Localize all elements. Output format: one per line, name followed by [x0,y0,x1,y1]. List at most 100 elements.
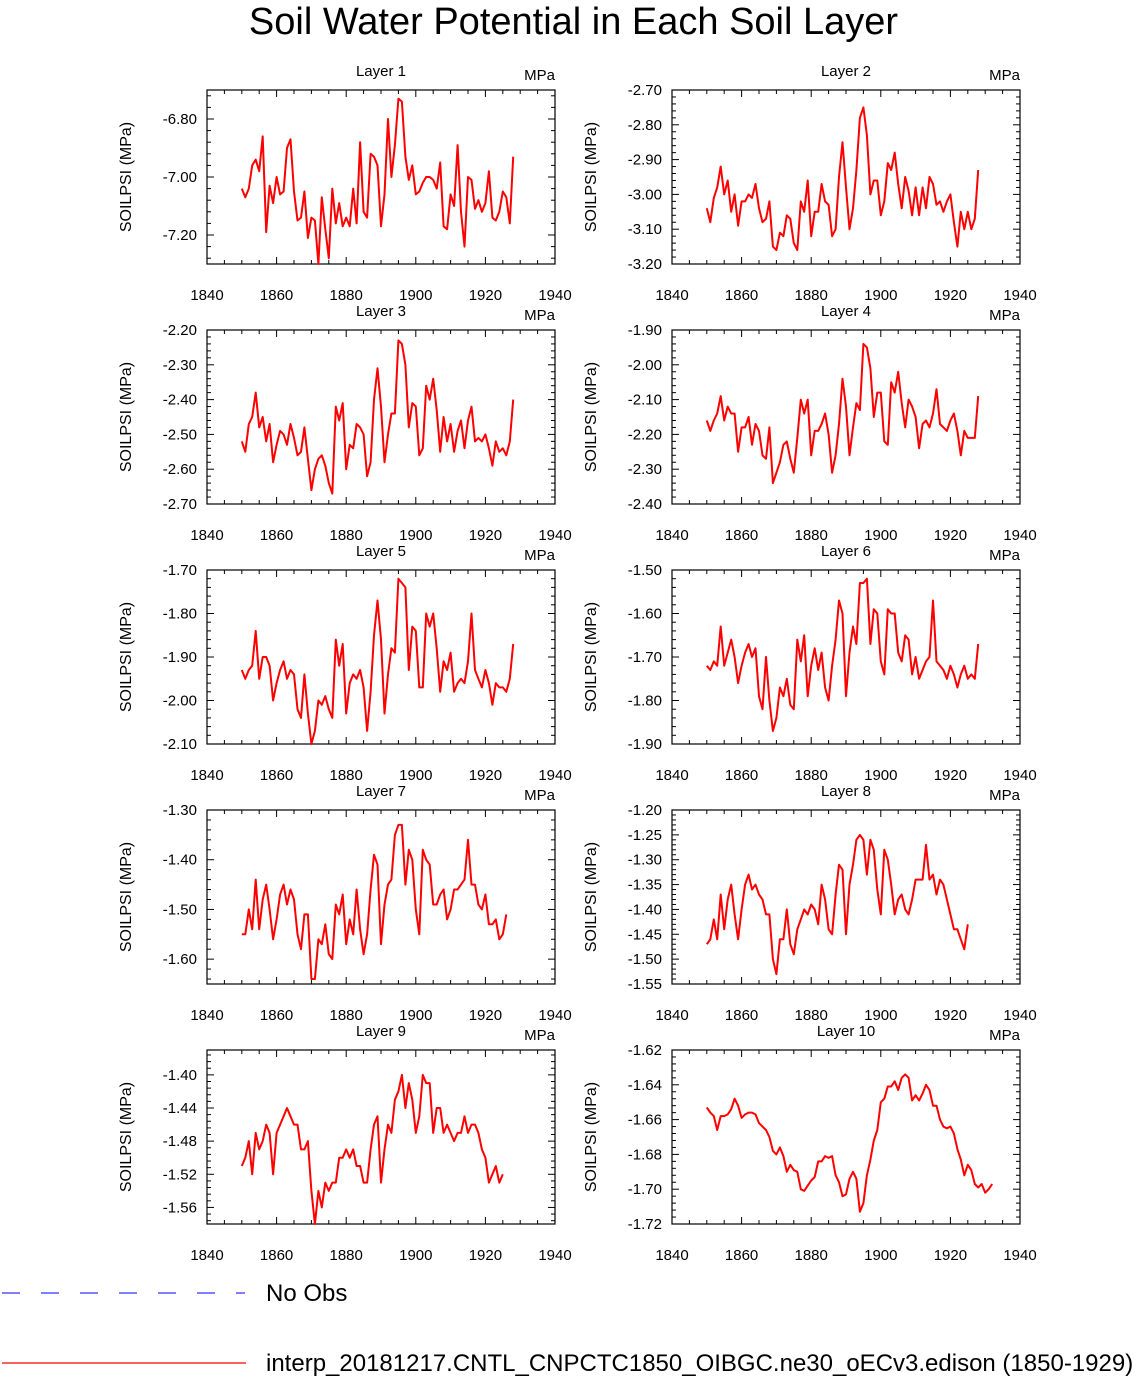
x-tick-label: 1900 [399,1247,432,1264]
x-tick-label: 1900 [864,1247,897,1264]
panel-title: Layer 8 [821,783,871,800]
y-axis-label: SOILPSI (MPa) [583,1082,600,1192]
y-tick-label: -2.50 [163,426,197,443]
y-tick-label: -3.00 [628,186,662,203]
x-tick-label: 1920 [469,1007,502,1024]
y-tick-label: -1.25 [628,827,662,844]
y-tick-label: -6.80 [163,111,197,128]
y-tick-label: -2.40 [163,392,197,409]
y-tick-label: -1.60 [628,606,662,623]
panel-units: MPa [989,1027,1021,1044]
y-tick-label: -2.10 [628,392,662,409]
x-tick-label: 1860 [260,1007,293,1024]
y-tick-label: -1.48 [163,1133,197,1150]
plot-frame [206,1049,556,1225]
panel-units: MPa [989,787,1021,804]
y-tick-label: -1.50 [628,951,662,968]
x-tick-label: 1880 [330,767,363,784]
x-tick-label: 1860 [725,1247,758,1264]
x-tick-label: 1920 [934,287,967,304]
y-tick-label: -2.70 [163,496,197,513]
panel-title: Layer 5 [356,543,406,560]
y-tick-label: -7.20 [163,227,197,244]
series-line-layer-1 [240,97,515,265]
x-tick-label: 1840 [655,287,688,304]
y-tick-label: -1.70 [628,649,662,666]
panel-layer-9: 1840 1860 1880 1900 1920 1940 -1.56 -1.52 -1.48 -… [118,1023,572,1264]
x-tick-label: 1840 [190,1247,223,1264]
y-tick-label: -1.44 [163,1100,197,1117]
y-tick-label: -1.62 [628,1042,662,1059]
panel-title: Layer 4 [821,303,871,320]
series-line-layer-4 [705,342,980,485]
x-tick-label: 1920 [469,1247,502,1264]
y-tick-label: -3.20 [628,256,662,273]
x-tick-label: 1900 [399,527,432,544]
y-axis-label: SOILPSI (MPa) [118,1082,135,1192]
panel-units: MPa [524,307,556,324]
plot-frame [206,89,556,265]
x-tick-label: 1940 [538,767,571,784]
series-line-layer-6 [706,577,980,732]
x-tick-label: 1920 [934,767,967,784]
y-tick-label: -1.30 [628,852,662,869]
y-tick-label: -1.55 [628,976,662,993]
panel-units: MPa [524,787,556,804]
x-tick-label: 1880 [795,287,828,304]
x-tick-label: 1860 [260,767,293,784]
legend-model-label: interp_20181217.CNTL_CNPCTC1850_OIBGC.ne… [266,1350,1134,1377]
plot-frame [671,809,1021,985]
x-tick-label: 1840 [190,767,223,784]
y-tick-label: -1.40 [163,852,197,869]
panel-layer-5: 1840 1860 1880 1900 1920 1940 -2.10 -2.00 -1.90 -… [118,543,572,784]
x-tick-label: 1940 [538,1247,571,1264]
y-axis-label: SOILPSI (MPa) [583,602,600,712]
x-tick-label: 1920 [469,767,502,784]
x-tick-label: 1880 [330,527,363,544]
panel-layer-4: 1840 1860 1880 1900 1920 1940 -2.40 -2.30 -2.20 -… [583,303,1037,544]
x-tick-label: 1920 [934,1247,967,1264]
x-tick-label: 1940 [1003,287,1036,304]
x-tick-label: 1940 [1003,1247,1036,1264]
x-tick-label: 1940 [1003,527,1036,544]
y-tick-label: -1.90 [628,736,662,753]
x-tick-label: 1880 [795,527,828,544]
x-tick-label: 1860 [725,527,758,544]
panel-layer-8: 1840 1860 1880 1900 1920 1940 -1.55 -1.50 -1.45 -… [583,783,1037,1024]
panel-units: MPa [989,67,1021,84]
panel-layer-3: 1840 1860 1880 1900 1920 1940 -2.70 -2.60 -2.50 -… [118,303,572,544]
series-line-layer-5 [240,577,515,745]
x-tick-label: 1940 [538,1007,571,1024]
y-tick-label: -1.90 [163,649,197,666]
y-tick-label: -2.70 [628,82,662,99]
panel-layer-7: 1840 1860 1880 1900 1920 1940 -1.60 -1.50 -1.40 -… [118,783,572,1024]
y-tick-label: -1.35 [628,877,662,894]
y-tick-label: -1.90 [628,322,662,339]
y-tick-label: -7.00 [163,169,197,186]
panel-units: MPa [989,307,1021,324]
y-tick-label: -1.50 [628,562,662,579]
x-tick-label: 1920 [469,287,502,304]
series-line-layer-9 [240,1073,504,1225]
y-tick-label: -2.10 [163,736,197,753]
x-tick-label: 1840 [655,527,688,544]
panel-layer-1: 1840 1860 1880 1900 1920 1940 -7.20 -7.00 -6.80 L… [118,63,572,304]
x-tick-label: 1840 [190,527,223,544]
x-tick-label: 1900 [864,527,897,544]
x-tick-label: 1940 [1003,767,1036,784]
y-tick-label: -1.40 [628,901,662,918]
x-tick-label: 1900 [864,287,897,304]
panel-title: Layer 10 [817,1023,875,1040]
x-tick-label: 1860 [260,527,293,544]
y-tick-label: -2.00 [628,357,662,374]
y-tick-label: -1.60 [163,951,197,968]
y-tick-label: -1.52 [163,1166,197,1183]
y-tick-label: -2.20 [163,322,197,339]
y-tick-label: -1.50 [163,901,197,918]
y-tick-label: -1.64 [628,1077,662,1094]
plot-frame [671,1049,1021,1225]
legend-no-obs-line [2,1292,245,1294]
x-tick-label: 1880 [330,1247,363,1264]
x-tick-label: 1920 [934,1007,967,1024]
